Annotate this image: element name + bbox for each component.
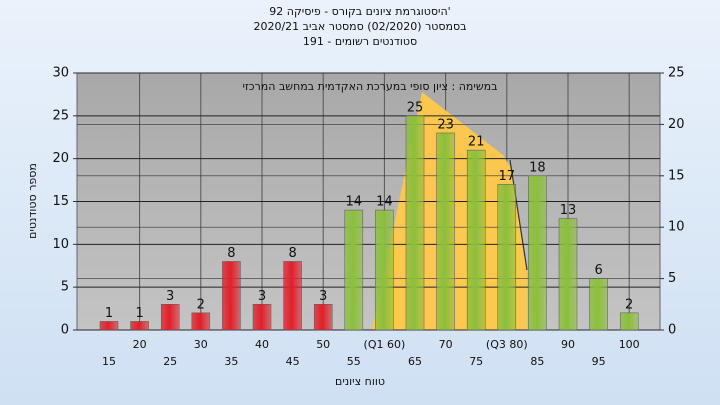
x-tick-label: 35 <box>224 355 238 368</box>
x-tick-label: 55 <box>347 355 361 368</box>
bar <box>344 209 364 331</box>
y-axis-label: מספר סטודנטים <box>26 163 39 239</box>
data-label: 1 <box>105 306 113 321</box>
y-tick-label: 10 <box>52 237 69 252</box>
y-tick-label: 30 <box>52 66 69 81</box>
data-label: 6 <box>594 263 602 278</box>
bar <box>589 278 608 331</box>
x-axis-label: טווח ציונים <box>335 375 385 388</box>
bar <box>252 304 272 331</box>
bar <box>375 209 394 331</box>
bar <box>191 312 211 331</box>
data-label: 3 <box>258 289 266 304</box>
bar <box>130 321 149 331</box>
data-label: 8 <box>288 246 296 261</box>
data-label: 25 <box>407 100 424 115</box>
data-label: 23 <box>437 117 454 132</box>
data-label: 14 <box>346 195 363 210</box>
data-label: 21 <box>468 135 485 150</box>
bar <box>436 132 455 331</box>
bar <box>466 149 486 331</box>
bar <box>558 218 578 331</box>
y2-tick-label: 15 <box>668 168 685 183</box>
data-label: 1 <box>135 306 143 321</box>
y2-tick-label: 0 <box>668 323 676 338</box>
chart-subtitle: בסמסטר (02/2020) סמסטר אביב 2020/21 <box>253 20 466 33</box>
data-label: 17 <box>499 169 516 184</box>
x-tick-label: 20 <box>133 338 147 351</box>
x-tick-label: (Q3 80) <box>486 338 528 351</box>
chart-subtitle: סטודנטים רשומים - 191 <box>303 35 417 48</box>
bar <box>160 304 180 331</box>
y-tick-label: 20 <box>52 151 69 166</box>
y-tick-label: 5 <box>61 280 69 295</box>
y2-tick-label: 5 <box>668 271 676 286</box>
data-label: 2 <box>625 297 633 312</box>
data-label: 13 <box>560 203 577 218</box>
bar <box>313 304 333 331</box>
bar <box>619 312 639 331</box>
x-tick-label: 75 <box>469 355 483 368</box>
x-tick-label: 15 <box>102 355 116 368</box>
data-label: 3 <box>166 289 174 304</box>
y2-tick-label: 10 <box>668 220 685 235</box>
data-label: 2 <box>197 297 205 312</box>
y-tick-label: 15 <box>52 194 69 209</box>
x-tick-label: 90 <box>561 338 575 351</box>
x-tick-label: 85 <box>530 355 544 368</box>
x-tick-label: 40 <box>255 338 269 351</box>
y2-tick-label: 25 <box>668 66 685 81</box>
x-tick-label: 30 <box>194 338 208 351</box>
x-tick-label: 100 <box>619 338 640 351</box>
annotation: במשימה : ציון סופי במערכת האקדמית במחשב … <box>243 80 498 93</box>
bar <box>497 184 517 331</box>
x-tick-label: 45 <box>286 355 300 368</box>
bar <box>283 261 302 331</box>
x-tick-label: 50 <box>316 338 330 351</box>
bar <box>99 321 119 331</box>
y2-tick-label: 20 <box>668 117 685 132</box>
data-label: 14 <box>376 195 393 210</box>
chart-title: היסטוגרמת ציונים בקורס - פיסיקה 92' <box>269 5 450 18</box>
x-tick-label: 25 <box>163 355 177 368</box>
x-tick-label: 70 <box>439 338 453 351</box>
y-tick-label: 25 <box>52 108 69 123</box>
y-tick-label: 0 <box>61 323 69 338</box>
data-label: 8 <box>227 246 235 261</box>
bar <box>405 115 425 331</box>
x-tick-label: (Q1 60) <box>364 338 406 351</box>
data-label: 18 <box>529 160 546 175</box>
bar <box>222 261 241 331</box>
x-tick-label: 65 <box>408 355 422 368</box>
data-label: 3 <box>319 289 327 304</box>
x-tick-label: 95 <box>592 355 606 368</box>
quartile-line <box>509 159 528 271</box>
bar <box>528 175 547 331</box>
